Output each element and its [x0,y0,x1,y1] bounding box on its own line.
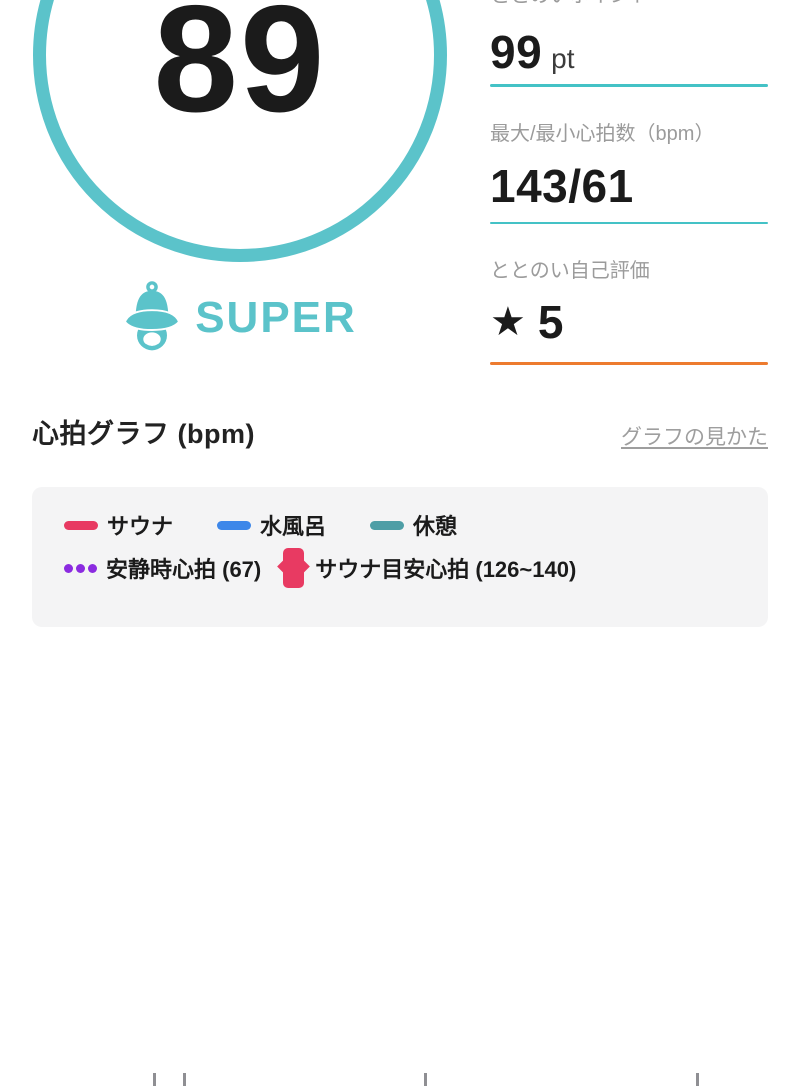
water-bath-line-swatch [217,520,252,530]
self-rating-label: ととのい自己評価 [490,260,650,282]
chart-tick [153,1073,156,1086]
legend-item-sauna-target-heart-rate: サウナ目安心拍 (126~140) [281,548,576,588]
metric-self-rating: ととのい自己評価 ★ 5 [490,258,768,365]
sauna-target-band-swatch [283,548,305,588]
heart-rate-label: 最大/最小心拍数（bpm） [490,122,715,145]
legend-item-rest: 休憩 [370,509,457,541]
metric-underline [490,362,768,365]
chart-tick [696,1073,699,1086]
metric-points: ととのいポイント 99 pt [490,0,768,87]
condition-badge-label: SUPER [195,293,357,342]
star-rating-number: 5 [537,296,564,348]
sauna-hat-icon [123,280,181,357]
metric-underline [490,84,768,87]
metrics-column: ととのいポイント 99 pt 最大/最小心拍数（bpm） 143/61 ととのい… [490,0,768,365]
self-rating-value: ★ 5 [490,294,768,350]
legend-item-sauna: サウナ [64,509,173,541]
metric-underline [490,221,768,224]
heart-rate-value: 143/61 [490,159,634,212]
star-icon: ★ [490,300,526,344]
points-unit: pt [551,43,575,74]
points-value: 99 [490,26,543,78]
graph-help-link[interactable]: グラフの見かた [621,426,768,449]
chart-tick [183,1073,186,1086]
score-value: 89 [153,0,327,144]
condition-badge: SUPER [0,280,480,356]
metric-label-clipped: ととのいポイント [490,0,768,7]
chart-section-header: 心拍グラフ (bpm) グラフの見かた [32,412,768,451]
score-hero: 89 SUPER [0,0,480,400]
resting-heart-rate-dots-swatch [64,563,97,573]
legend-item-resting-heart-rate: 安静時心拍 (67) [64,552,261,584]
rest-line-swatch [370,520,405,530]
legend-item-water-bath: 水風呂 [217,509,326,541]
chart-section-title: 心拍グラフ (bpm) [32,419,255,449]
sauna-line-swatch [64,520,98,530]
metric-heart-rate: 最大/最小心拍数（bpm） 143/61 [490,121,768,224]
chart-tick [424,1073,427,1086]
chart-legend-box: サウナ 水風呂 休憩 安静時心拍 (67) サウナ目安心拍 (126~140) [32,487,768,1086]
